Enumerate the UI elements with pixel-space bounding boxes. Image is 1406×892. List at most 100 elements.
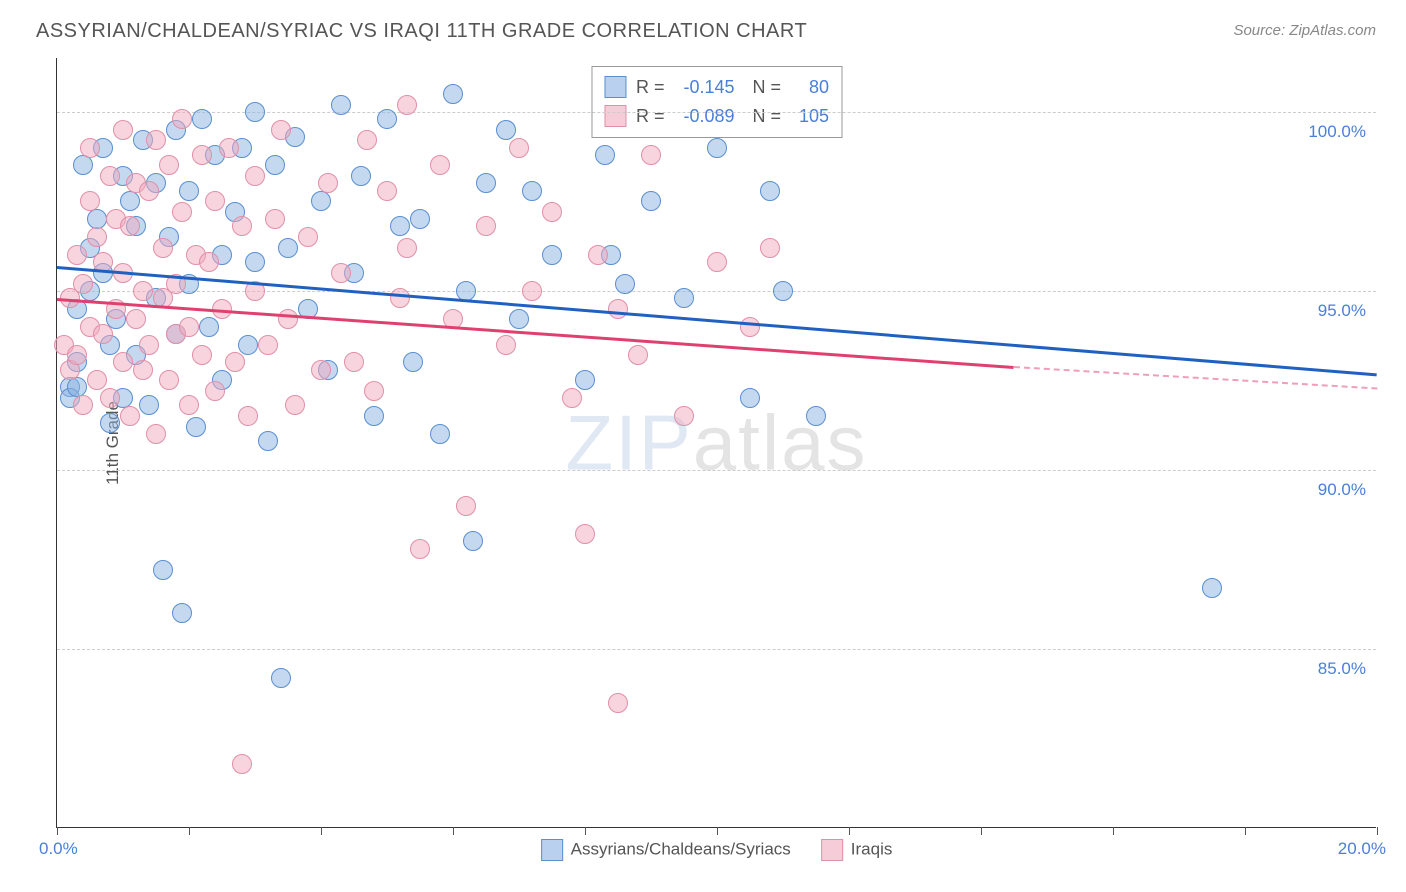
scatter-point <box>740 317 760 337</box>
scatter-point <box>641 191 661 211</box>
scatter-point <box>740 388 760 408</box>
scatter-point <box>271 668 291 688</box>
scatter-point <box>674 406 694 426</box>
watermark-zip: ZIP <box>565 398 692 486</box>
x-tick <box>981 827 982 835</box>
legend-series-item: Iraqis <box>821 839 893 861</box>
scatter-point <box>562 388 582 408</box>
scatter-point <box>199 317 219 337</box>
legend-series-item: Assyrians/Chaldeans/Syriacs <box>541 839 791 861</box>
scatter-point <box>146 130 166 150</box>
scatter-point <box>100 388 120 408</box>
scatter-point <box>265 209 285 229</box>
scatter-point <box>707 252 727 272</box>
legend-series: Assyrians/Chaldeans/Syriacs Iraqis <box>541 839 893 861</box>
scatter-point <box>232 754 252 774</box>
scatter-point <box>615 274 635 294</box>
legend-n-value: 80 <box>791 73 829 102</box>
scatter-point <box>271 120 291 140</box>
legend-stat-row: R =-0.145N =80 <box>604 73 829 102</box>
scatter-point <box>153 238 173 258</box>
chart-source: Source: ZipAtlas.com <box>1233 22 1376 39</box>
y-tick-label: 95.0% <box>1318 301 1366 321</box>
scatter-point <box>608 299 628 319</box>
scatter-point <box>225 352 245 372</box>
gridline <box>57 470 1376 471</box>
gridline <box>57 649 1376 650</box>
legend-stats: R =-0.145N =80R =-0.089N =105 <box>591 66 842 138</box>
scatter-point <box>238 335 258 355</box>
scatter-point <box>172 202 192 222</box>
scatter-point <box>139 181 159 201</box>
scatter-point <box>377 109 397 129</box>
scatter-point <box>186 417 206 437</box>
legend-n-label: N = <box>753 102 782 131</box>
legend-swatch <box>604 76 626 98</box>
y-tick-label: 90.0% <box>1318 480 1366 500</box>
scatter-point <box>67 345 87 365</box>
scatter-point <box>522 181 542 201</box>
scatter-point <box>238 406 258 426</box>
legend-n-value: 105 <box>791 102 829 131</box>
scatter-point <box>443 84 463 104</box>
x-axis-min-label: 0.0% <box>39 839 78 859</box>
scatter-point <box>80 191 100 211</box>
x-tick <box>189 827 190 835</box>
scatter-point <box>120 191 140 211</box>
scatter-point <box>496 120 516 140</box>
scatter-point <box>113 120 133 140</box>
watermark-atlas: atlas <box>693 398 868 486</box>
scatter-point <box>80 138 100 158</box>
scatter-point <box>674 288 694 308</box>
scatter-point <box>331 95 351 115</box>
scatter-point <box>205 191 225 211</box>
scatter-point <box>542 245 562 265</box>
scatter-point <box>120 406 140 426</box>
scatter-point <box>628 345 648 365</box>
scatter-point <box>509 138 529 158</box>
x-tick <box>585 827 586 835</box>
scatter-point <box>588 245 608 265</box>
scatter-point <box>172 603 192 623</box>
scatter-point <box>192 145 212 165</box>
scatter-point <box>159 155 179 175</box>
trend-line-blue <box>57 266 1377 376</box>
scatter-point <box>245 102 265 122</box>
scatter-point <box>278 309 298 329</box>
legend-series-label: Assyrians/Chaldeans/Syriacs <box>571 839 791 858</box>
legend-r-value: -0.089 <box>675 102 735 131</box>
scatter-point <box>390 288 410 308</box>
scatter-point <box>456 496 476 516</box>
scatter-point <box>159 370 179 390</box>
x-tick <box>717 827 718 835</box>
chart-container: ASSYRIAN/CHALDEAN/SYRIAC VS IRAQI 11TH G… <box>0 0 1406 892</box>
scatter-point <box>575 524 595 544</box>
scatter-point <box>397 95 417 115</box>
scatter-point <box>179 395 199 415</box>
scatter-point <box>357 130 377 150</box>
scatter-point <box>245 166 265 186</box>
scatter-point <box>133 281 153 301</box>
scatter-point <box>93 324 113 344</box>
scatter-point <box>390 216 410 236</box>
scatter-point <box>403 352 423 372</box>
legend-stat-row: R =-0.089N =105 <box>604 102 829 131</box>
scatter-point <box>298 227 318 247</box>
scatter-point <box>139 395 159 415</box>
scatter-point <box>410 539 430 559</box>
legend-r-label: R = <box>636 73 665 102</box>
scatter-point <box>192 345 212 365</box>
scatter-point <box>509 309 529 329</box>
legend-n-label: N = <box>753 73 782 102</box>
x-tick <box>1113 827 1114 835</box>
x-tick <box>849 827 850 835</box>
scatter-point <box>364 381 384 401</box>
scatter-point <box>575 370 595 390</box>
scatter-point <box>146 424 166 444</box>
scatter-point <box>179 181 199 201</box>
scatter-point <box>179 317 199 337</box>
chart-title: ASSYRIAN/CHALDEAN/SYRIAC VS IRAQI 11TH G… <box>36 20 807 43</box>
scatter-point <box>311 191 331 211</box>
legend-series-label: Iraqis <box>851 839 893 858</box>
scatter-point <box>139 335 159 355</box>
